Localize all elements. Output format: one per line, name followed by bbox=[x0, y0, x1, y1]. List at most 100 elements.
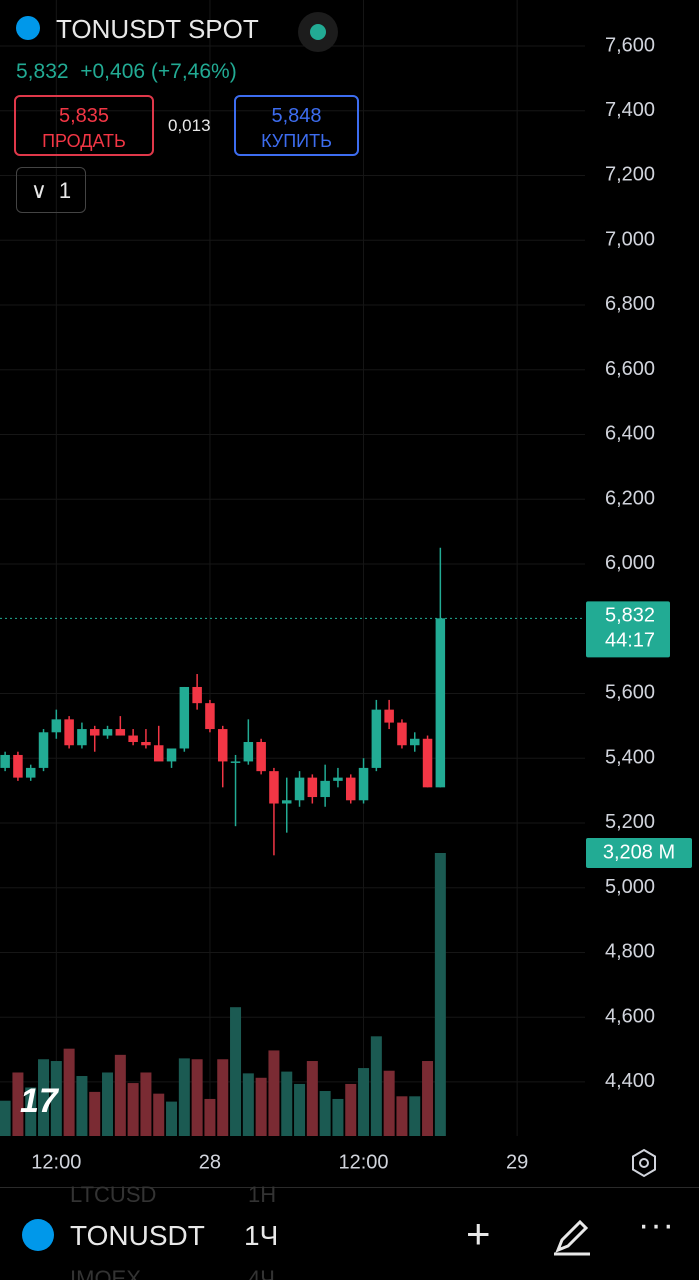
candle-body bbox=[371, 709, 382, 768]
sell-button[interactable]: 5,835 ПРОДАТЬ bbox=[14, 95, 154, 156]
y-tick-label: 5,000 bbox=[605, 876, 655, 898]
bottom-bar: LTCUSD 1H IMOEX 4Ч TONUSDT 1Ч + ··· bbox=[0, 1182, 699, 1280]
countdown: 44:17 bbox=[605, 630, 655, 652]
x-tick-label: 29 bbox=[506, 1151, 528, 1173]
candle-body bbox=[435, 618, 446, 788]
buy-price: 5,848 bbox=[271, 105, 322, 127]
layers-toggle[interactable]: ∨ 1 bbox=[16, 167, 86, 213]
buy-button[interactable]: 5,848 КУПИТЬ bbox=[234, 95, 359, 156]
candle-body bbox=[25, 767, 36, 778]
candle-body bbox=[51, 719, 62, 733]
candle-body bbox=[77, 729, 87, 746]
candle-body bbox=[333, 777, 343, 781]
footer-interval[interactable]: 1Ч bbox=[244, 1220, 279, 1251]
candle-body bbox=[269, 771, 279, 804]
status-dot bbox=[310, 24, 326, 40]
buy-label: КУПИТЬ bbox=[261, 131, 332, 151]
candle-body bbox=[141, 742, 151, 746]
volume-bar bbox=[63, 1048, 75, 1136]
hex-icon bbox=[632, 1148, 656, 1178]
candle-body bbox=[294, 777, 305, 801]
y-tick-label: 5,600 bbox=[605, 682, 655, 704]
pen-icon bbox=[554, 1219, 590, 1256]
volume-bar bbox=[383, 1070, 395, 1136]
draw-button[interactable] bbox=[552, 1216, 592, 1256]
volume-bar bbox=[178, 1058, 190, 1136]
ton-icon bbox=[16, 16, 40, 40]
x-tick-label: 28 bbox=[199, 1151, 221, 1173]
volume-bar bbox=[50, 1061, 62, 1136]
y-tick-label: 6,600 bbox=[605, 358, 655, 380]
spread: 0,013 bbox=[168, 116, 211, 135]
volume-bar bbox=[370, 1036, 382, 1136]
volume-bar bbox=[191, 1059, 203, 1136]
y-tick-label: 5,400 bbox=[605, 746, 655, 768]
candle-body bbox=[64, 719, 74, 746]
hex-dot bbox=[639, 1158, 649, 1168]
candle-body bbox=[102, 729, 113, 736]
footer-symbol[interactable]: TONUSDT bbox=[70, 1220, 205, 1251]
volume-bar bbox=[230, 1007, 242, 1136]
y-tick-label: 6,200 bbox=[605, 487, 655, 509]
volume-bar bbox=[294, 1083, 306, 1136]
settings-button[interactable] bbox=[629, 1148, 659, 1178]
volume-bar bbox=[25, 1087, 37, 1136]
volume-bar bbox=[76, 1076, 88, 1136]
volume-bar bbox=[396, 1096, 408, 1136]
candle-body bbox=[320, 780, 330, 798]
change: +0,406 bbox=[80, 60, 146, 83]
volume-bar bbox=[255, 1077, 267, 1136]
candle-body bbox=[281, 800, 292, 804]
volume-bar bbox=[114, 1054, 126, 1136]
candle-body bbox=[409, 738, 420, 746]
volume-bar bbox=[89, 1091, 101, 1136]
candle-body bbox=[217, 729, 228, 762]
price-line: 5,832 +0,406 (+7,46%) bbox=[16, 60, 237, 84]
volume-tag bbox=[586, 838, 692, 868]
volume-bar bbox=[102, 1072, 114, 1136]
candle-body bbox=[345, 777, 356, 801]
candle-body bbox=[179, 686, 190, 749]
y-tick-label: 6,400 bbox=[605, 423, 655, 445]
volume-bar bbox=[153, 1093, 165, 1136]
ghost-symbol: IMOEX bbox=[70, 1266, 141, 1280]
last-price-tag bbox=[586, 601, 670, 658]
volume-label: 3,208 M bbox=[603, 841, 675, 863]
volume-bar bbox=[345, 1083, 357, 1136]
y-tick-label: 6,000 bbox=[605, 552, 655, 574]
candle-body bbox=[89, 729, 100, 736]
ghost-interval: 1H bbox=[248, 1182, 277, 1207]
y-tick-label: 7,600 bbox=[605, 34, 655, 56]
y-tick-label: 6,800 bbox=[605, 293, 655, 315]
candle-body bbox=[243, 742, 254, 762]
y-tick-label: 5,200 bbox=[605, 811, 655, 833]
volume-bar bbox=[0, 1100, 11, 1136]
volume-bar bbox=[166, 1101, 178, 1136]
change-pct: (+7,46%) bbox=[150, 60, 237, 83]
symbol-title[interactable]: TONUSDT SPOT bbox=[56, 14, 259, 44]
volume-bar bbox=[12, 1072, 24, 1136]
layers-count: 1 bbox=[58, 178, 72, 203]
volume-bar bbox=[204, 1098, 216, 1136]
volume-bar bbox=[332, 1098, 344, 1136]
candle-body bbox=[0, 754, 10, 768]
more-button[interactable]: ··· bbox=[638, 1206, 675, 1244]
y-tick-label: 7,000 bbox=[605, 228, 655, 250]
ton-icon bbox=[22, 1219, 54, 1251]
volume-bar bbox=[409, 1096, 421, 1136]
y-tick-label: 4,800 bbox=[605, 941, 655, 963]
candle-body bbox=[13, 754, 23, 778]
ghost-symbol: LTCUSD bbox=[70, 1182, 157, 1207]
candle-body bbox=[422, 738, 433, 788]
add-button[interactable]: + bbox=[466, 1210, 491, 1257]
tv-logo: 17 bbox=[20, 1082, 58, 1120]
volume-bar bbox=[127, 1083, 139, 1136]
candle-body bbox=[307, 777, 318, 798]
volume-bar bbox=[434, 853, 446, 1136]
last-price-label: 5,832 bbox=[605, 605, 655, 627]
chevron: ∨ bbox=[30, 178, 47, 203]
volume-bar bbox=[217, 1059, 229, 1136]
candle-body bbox=[153, 745, 164, 762]
candle-body bbox=[230, 761, 241, 763]
